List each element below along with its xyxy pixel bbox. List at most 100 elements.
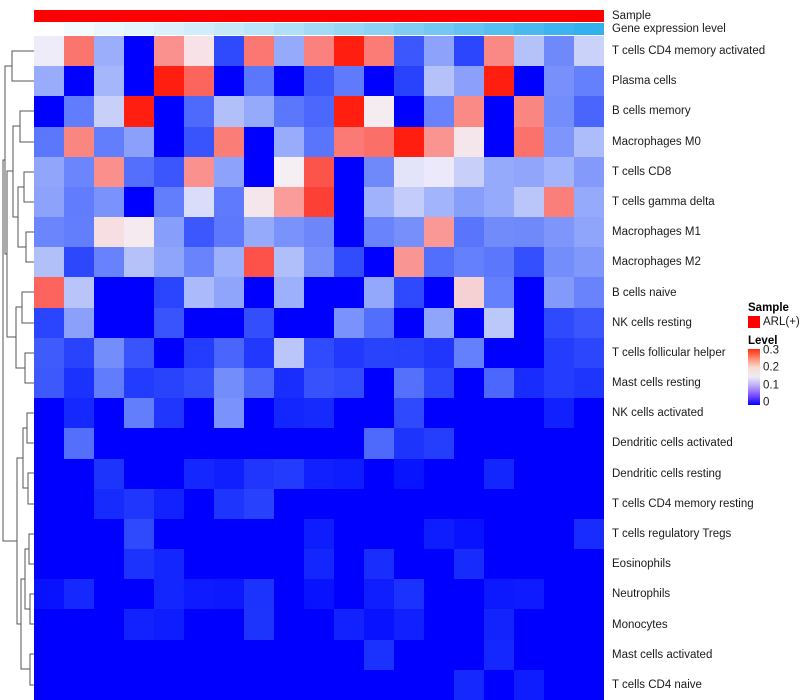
heatmap-cell (124, 247, 154, 278)
heatmap-cell (34, 458, 64, 489)
heatmap-cell (544, 549, 574, 580)
annotation-gene-expression-cell (304, 23, 334, 35)
heatmap-cell (364, 217, 394, 248)
heatmap-cell (94, 609, 124, 640)
heatmap-cell (424, 126, 454, 157)
heatmap-cell (184, 277, 214, 308)
heatmap-cell (124, 126, 154, 157)
heatmap-cell (304, 609, 334, 640)
legend-level-gradient-wrap: 0.3 0.2 0.1 0 (748, 345, 800, 408)
row-label: NK cells resting (612, 316, 692, 329)
heatmap-cell (454, 609, 484, 640)
heatmap-cell (184, 639, 214, 670)
annotation-gene-expression-cell (124, 23, 154, 35)
heatmap-cell (274, 398, 304, 429)
heatmap-cell (574, 609, 604, 640)
heatmap-cell (514, 126, 544, 157)
heatmap-cell (274, 307, 304, 338)
heatmap-cell (64, 36, 94, 67)
heatmap-cell (304, 247, 334, 278)
heatmap-cell (34, 307, 64, 338)
heatmap-cell (304, 458, 334, 489)
heatmap-cell (274, 156, 304, 187)
heatmap-cell (544, 156, 574, 187)
heatmap-cell (454, 428, 484, 459)
annotation-gene-expression-cell (154, 23, 184, 35)
heatmap-cell (94, 428, 124, 459)
heatmap-cell (34, 609, 64, 640)
heatmap-cell (184, 66, 214, 97)
heatmap-cell (244, 609, 274, 640)
heatmap-cell (64, 669, 94, 700)
heatmap-cell (304, 428, 334, 459)
row-label: T cells gamma delta (612, 196, 715, 208)
heatmap-cell (394, 126, 424, 157)
heatmap-cell (154, 66, 184, 97)
heatmap-cell (154, 36, 184, 67)
heatmap-cell (544, 277, 574, 308)
annotation-gene-expression-cell (214, 23, 244, 35)
heatmap-cell (124, 367, 154, 399)
heatmap-cell (544, 669, 574, 700)
heatmap-cell (574, 639, 604, 670)
heatmap-cell (574, 277, 604, 308)
heatmap-cell (124, 458, 154, 489)
heatmap-cell (394, 96, 424, 127)
annotation-sample-label: Sample (612, 10, 651, 22)
heatmap-cell (274, 549, 304, 580)
heatmap-cell (244, 488, 274, 519)
heatmap-cell (544, 579, 574, 610)
heatmap-cell (364, 277, 394, 308)
heatmap-cell (514, 579, 544, 610)
heatmap-cell (94, 247, 124, 278)
heatmap-cell (64, 247, 94, 278)
heatmap-cell (514, 428, 544, 459)
heatmap-cell (394, 36, 424, 67)
heatmap-cell (574, 66, 604, 97)
heatmap-cell (244, 398, 274, 429)
row-label: Macrophages M0 (612, 135, 701, 148)
heatmap-cell (484, 156, 514, 187)
heatmap-cell (214, 518, 244, 550)
heatmap-cell (34, 36, 64, 67)
heatmap-cell (124, 549, 154, 580)
heatmap-cell (484, 639, 514, 670)
heatmap-cell (154, 579, 184, 610)
heatmap-cell (514, 367, 544, 399)
heatmap-cell (364, 307, 394, 338)
heatmap-cell (214, 549, 244, 580)
heatmap-cell (34, 96, 64, 127)
heatmap-cell (94, 66, 124, 97)
heatmap-cell (394, 307, 424, 338)
heatmap-cell (574, 398, 604, 429)
heatmap-cell (274, 428, 304, 459)
annotation-gene-expression-cell (544, 23, 574, 35)
heatmap-cell (514, 458, 544, 489)
annotation-sample-cell (184, 10, 214, 22)
annotation-sample-cell (304, 10, 334, 22)
annotation-gene-expression-cell (274, 23, 304, 35)
heatmap-cell (394, 549, 424, 580)
heatmap-cell (454, 337, 484, 368)
heatmap-cell (544, 367, 574, 399)
heatmap-cell (424, 398, 454, 429)
heatmap-cell (424, 458, 454, 489)
heatmap-cell (514, 96, 544, 127)
heatmap-cell (94, 488, 124, 519)
heatmap-cell (154, 367, 184, 399)
heatmap-cell (214, 247, 244, 278)
heatmap-cell (394, 639, 424, 670)
heatmap-cell (304, 398, 334, 429)
heatmap-cell (124, 277, 154, 308)
heatmap-cell (274, 217, 304, 248)
heatmap-cell (34, 669, 64, 700)
heatmap-cell (244, 669, 274, 700)
heatmap-cell (454, 639, 484, 670)
heatmap-cell (274, 247, 304, 278)
heatmap-cell (514, 277, 544, 308)
heatmap-cell (214, 669, 244, 700)
heatmap-cell (274, 458, 304, 489)
heatmap-cell (394, 458, 424, 489)
heatmap-cell (544, 398, 574, 429)
heatmap-cell (364, 428, 394, 459)
